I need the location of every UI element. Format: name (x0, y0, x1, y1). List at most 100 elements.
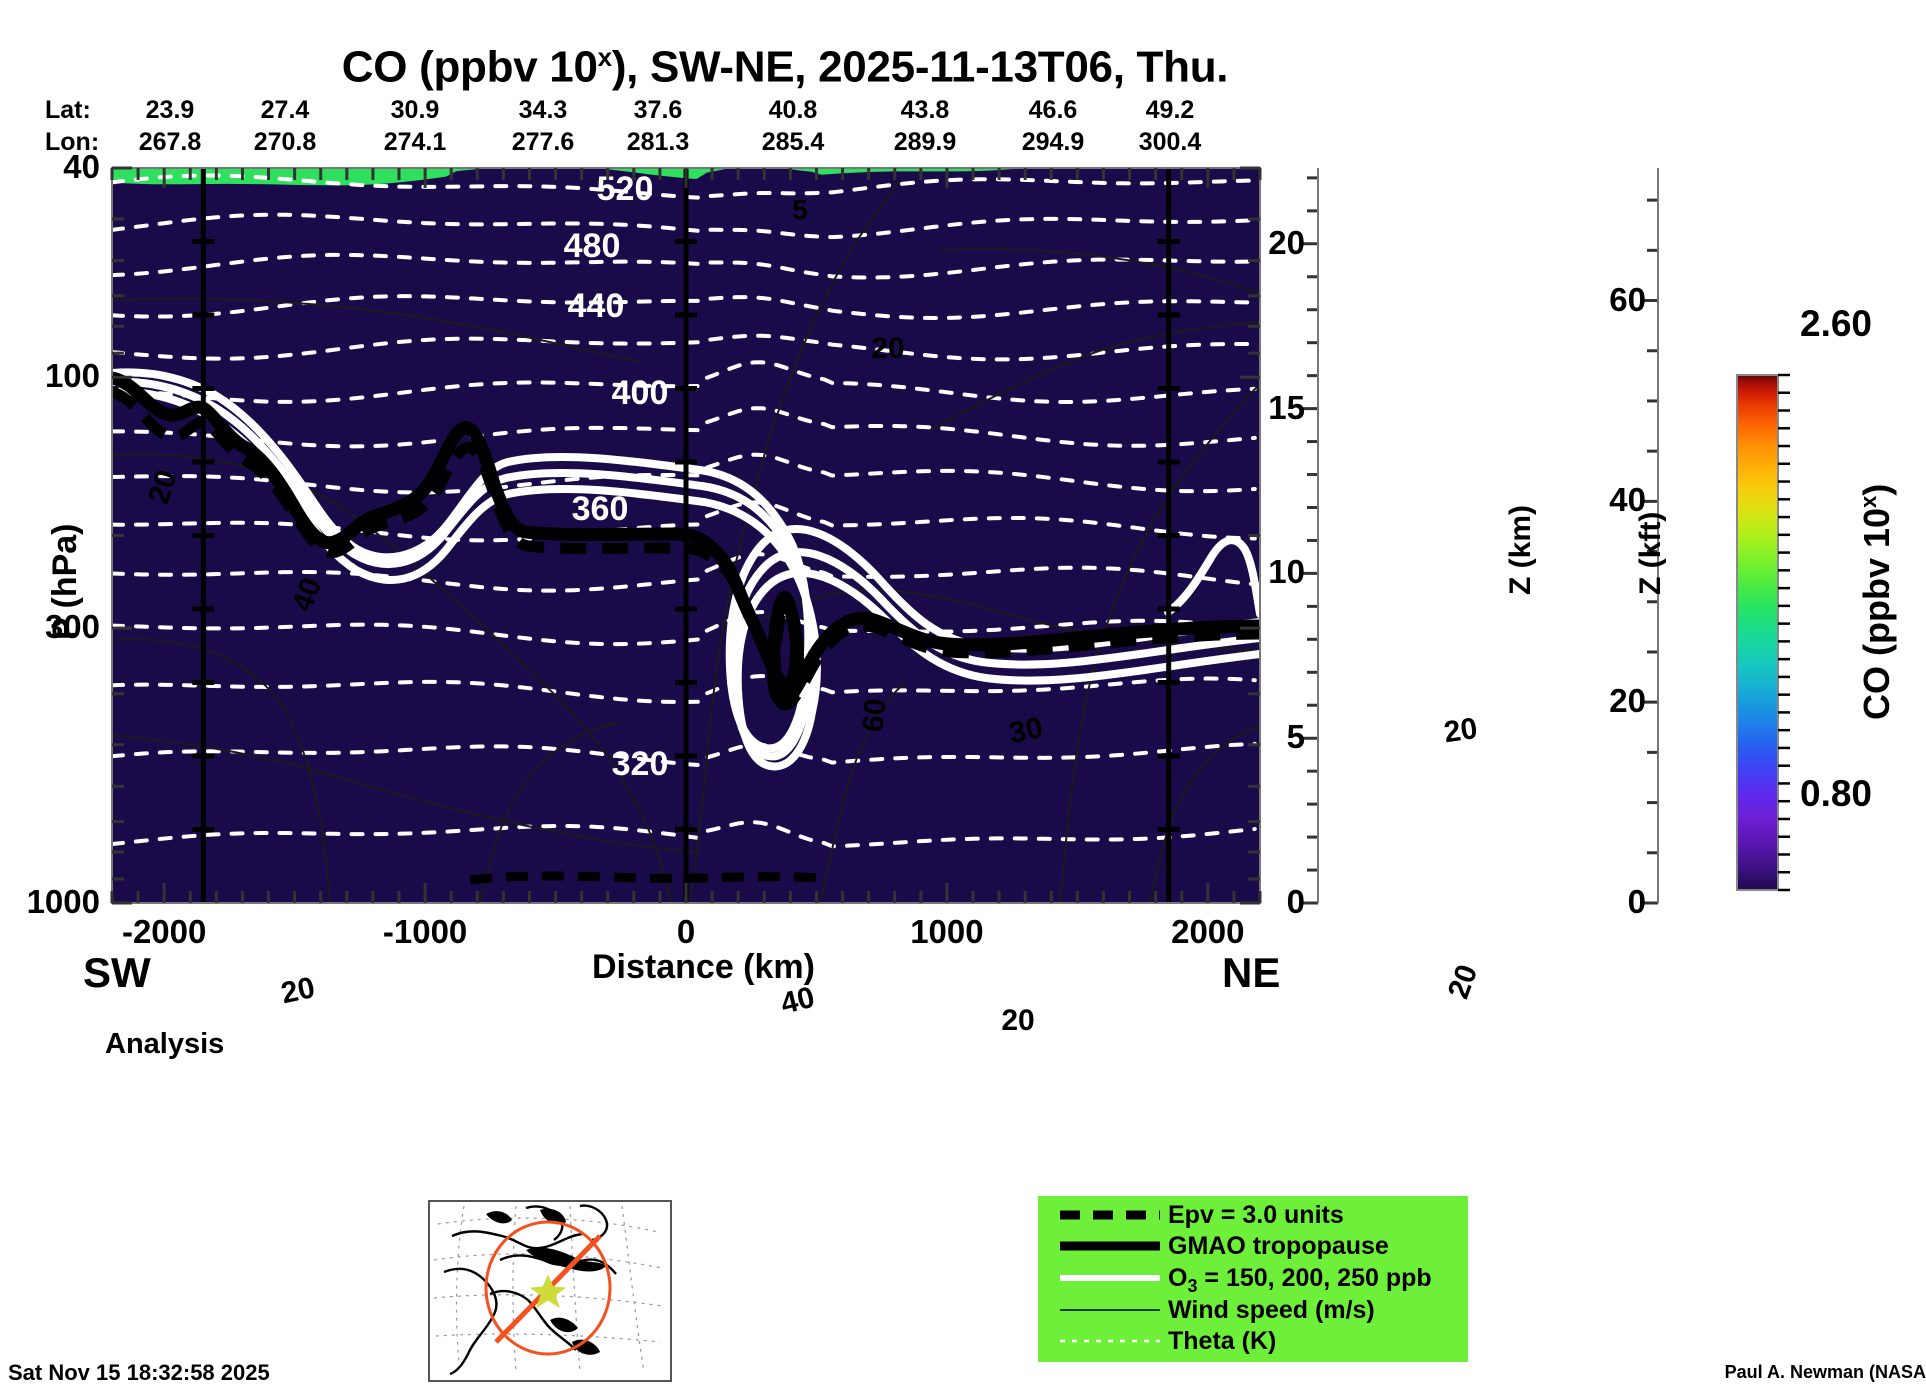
theta-contour (112, 173, 1257, 200)
contour-labels: 520 5204804804404404004003603603202802040… (142, 170, 1528, 1037)
lat-value: 27.4 (260, 96, 310, 124)
wind-speed-contour (112, 734, 701, 853)
co-contour-band (112, 681, 1260, 903)
theta-contour (112, 212, 1257, 240)
epv-contour (112, 386, 1260, 885)
graticule (433, 1205, 663, 1373)
theta-contour (112, 820, 1257, 849)
lat-value: 30.9 (390, 96, 440, 124)
theta-contour (112, 610, 1257, 647)
contour-label: 440 (1445, 332, 1502, 370)
x-axis-tick-label: 1000 (910, 913, 984, 950)
z-kft-axis-label: Z (kft) (1634, 511, 1667, 595)
wind-speed-contour (759, 588, 1260, 651)
co-field (112, 168, 1260, 903)
lon-value: 281.3 (626, 128, 690, 156)
contour-label: 20 (871, 332, 904, 365)
generation-timestamp: Sat Nov 15 18:32:58 2025 (8, 1360, 270, 1385)
co-contour-band (112, 260, 1260, 903)
theta-contour (112, 452, 1257, 495)
colorbar-label: CO (ppbv 10x) (1856, 484, 1898, 720)
theta-contour (112, 252, 1257, 280)
title-exponent: x (597, 42, 612, 72)
theta-contour-group (112, 173, 1257, 849)
ozone-contour (1164, 536, 1260, 618)
colorbar (1736, 373, 1790, 892)
o3-prefix: O (1168, 1264, 1188, 1292)
lon-row-label: Lon: (45, 128, 100, 156)
ozone-contour (112, 368, 1260, 753)
contour-label: 360 (572, 490, 629, 528)
wind-speed-contour (112, 638, 331, 903)
z-km-axis-label: Z (km) (1504, 505, 1537, 595)
co-contour-band (112, 543, 1260, 903)
contour-label: 30 (1006, 711, 1046, 750)
wind-speed-contour (1149, 725, 1260, 903)
contour-label: 20 (1442, 712, 1480, 749)
contour-label: 480 (1467, 252, 1524, 290)
ozone-contour-group (112, 368, 1260, 771)
legend-label-epv: Epv = 3.0 units (1168, 1201, 1344, 1229)
analysis-label: Analysis (105, 1028, 225, 1060)
lat-row-label: Lat: (45, 96, 91, 124)
wind-speed-contour (112, 297, 641, 363)
wind-speed-contour (479, 721, 621, 903)
co-contour-band (112, 707, 1260, 903)
lat-value: 46.6 (1028, 96, 1078, 124)
o3-suffix: = 150, 200, 250 ppb (1197, 1264, 1432, 1292)
co-contour-band (112, 629, 1260, 903)
wind-speed-contour (689, 179, 901, 903)
epv-3-contour (112, 386, 1260, 711)
lon-value: 274.1 (383, 128, 447, 156)
colorbar-label-exponent: x (1856, 495, 1881, 508)
center-marker (529, 1274, 567, 1309)
x-axis-label: Distance (km) (592, 948, 815, 986)
theta-contour (112, 333, 1257, 362)
co-contour-band (112, 782, 1260, 903)
lat-value: 43.8 (900, 96, 950, 124)
legend-label-ozone: O3 = 150, 200, 250 ppb (1168, 1264, 1432, 1297)
epv-surface-fragment (469, 871, 821, 885)
plot-frame (111, 167, 1261, 904)
title-suffix: ), SW-NE, 2025-11-13T06, Thu. (611, 42, 1229, 92)
wind-speed-contour (1059, 383, 1260, 903)
co-contour-band (112, 382, 1260, 903)
co-contour-band (112, 346, 1260, 903)
inset-location-map (428, 1200, 672, 1382)
wind-speed-contour (112, 453, 673, 903)
contour-label: 20 (1442, 960, 1484, 1003)
co-contour-band (112, 513, 1260, 903)
contour-label: 400 (1440, 418, 1497, 456)
lat-value: 40.8 (768, 96, 818, 124)
z-kft-tick-label: 20 (1609, 682, 1646, 720)
legend-box: Epv = 3.0 units GMAO tropopause O3 = 150… (1038, 1196, 1468, 1362)
y-axis-tick-label: 40 (63, 148, 100, 185)
lon-value: 294.9 (1021, 128, 1085, 156)
theta-contour (112, 552, 1257, 593)
region-circle (484, 1220, 612, 1356)
z-kft-tick-label: 40 (1609, 481, 1646, 519)
co-contour-band (112, 207, 1260, 903)
wind-speed-contour (819, 681, 907, 903)
sw-orientation-label: SW (83, 949, 151, 996)
contour-label: 280 (1462, 895, 1519, 933)
gmao-tropopause-line (112, 371, 1260, 708)
x-axis-tick-label: 2000 (1171, 913, 1245, 950)
page-title: CO (ppbv 10x), SW-NE, 2025-11-13T06, Thu… (0, 42, 1570, 93)
z-km-tick-label: 5 (1286, 718, 1305, 756)
tropopause-path (112, 371, 1260, 708)
co-contour-band (112, 817, 1260, 903)
wind-speed-contour (939, 247, 1260, 295)
altitude-axes (1317, 168, 1659, 903)
z-km-tick-label: 10 (1268, 553, 1305, 591)
lat-value: 37.6 (633, 96, 683, 124)
colorbar-min-label: 0.80 (1800, 773, 1873, 814)
y-axis-tick-label: 100 (44, 357, 100, 395)
co-contour-band (112, 601, 1260, 903)
lat-value: 49.2 (1145, 96, 1195, 124)
lat-value: 34.3 (518, 96, 568, 124)
legend-label-tropopause: GMAO tropopause (1168, 1232, 1389, 1260)
x-axis-tick-label: -2000 (121, 913, 207, 950)
theta-contour (112, 294, 1257, 321)
legend-label-wind: Wind speed (m/s) (1168, 1296, 1375, 1324)
